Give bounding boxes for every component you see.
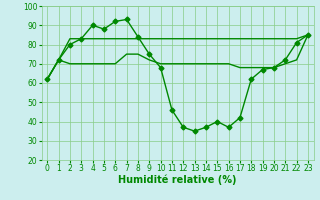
X-axis label: Humidité relative (%): Humidité relative (%)	[118, 175, 237, 185]
